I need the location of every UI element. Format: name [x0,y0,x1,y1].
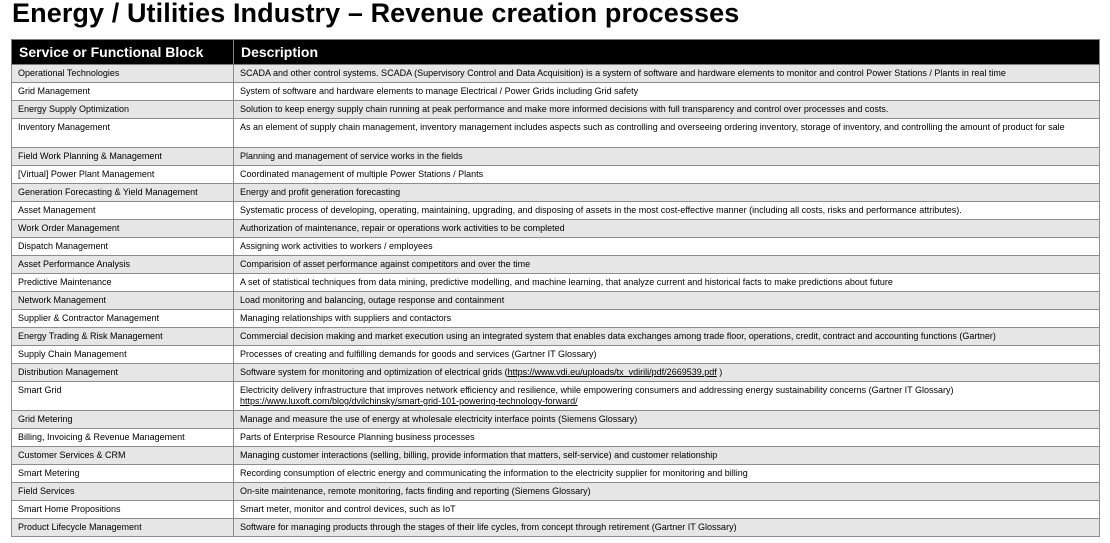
description-cell: Energy and profit generation forecasting [233,183,1100,202]
description-cell: On-site maintenance, remote monitoring, … [233,482,1100,501]
table-row: Field Services On-site maintenance, remo… [11,482,1100,501]
table-row: Billing, Invoicing & Revenue Management … [11,428,1100,447]
table-row: Supplier & Contractor Management Managin… [11,309,1100,328]
description-cell: A set of statistical techniques from dat… [233,273,1100,292]
block-cell: Customer Services & CRM [11,446,234,465]
description-cell: Solution to keep energy supply chain run… [233,100,1100,119]
description-cell: Authorization of maintenance, repair or … [233,219,1100,238]
table-row: Generation Forecasting & Yield Managemen… [11,183,1100,202]
description-cell: Processes of creating and fulfilling dem… [233,345,1100,364]
description-cell: Managing relationships with suppliers an… [233,309,1100,328]
block-cell: Predictive Maintenance [11,273,234,292]
table-row: Operational Technologies SCADA and other… [11,64,1100,83]
block-cell: Supplier & Contractor Management [11,309,234,328]
column-header-description: Description [233,39,1100,65]
description-cell: Comparision of asset performance against… [233,255,1100,274]
table-row: Product Lifecycle Management Software fo… [11,518,1100,537]
description-cell: Assigning work activities to workers / e… [233,237,1100,256]
table-row: Smart Metering Recording consumption of … [11,464,1100,483]
description-suffix: ) [716,367,723,377]
table-row: Asset Performance Analysis Comparision o… [11,255,1100,274]
description-cell: Coordinated management of multiple Power… [233,165,1100,184]
table-row: Work Order Management Authorization of m… [11,219,1100,238]
table-row: Inventory Management As an element of su… [11,118,1100,148]
description-cell: Manage and measure the use of energy at … [233,410,1100,429]
block-cell: Grid Management [11,82,234,101]
description-cell: Electricity delivery infrastructure that… [233,381,1100,411]
block-cell: Product Lifecycle Management [11,518,234,537]
table-row: Customer Services & CRM Managing custome… [11,446,1100,465]
column-header-block: Service or Functional Block [11,39,234,65]
block-cell: [Virtual] Power Plant Management [11,165,234,184]
block-cell: Network Management [11,291,234,310]
processes-table: Service or Functional Block Description … [11,39,1100,537]
description-cell: SCADA and other control systems. SCADA (… [233,64,1100,83]
table-row: Energy Supply Optimization Solution to k… [11,100,1100,119]
block-cell: Dispatch Management [11,237,234,256]
block-cell: Distribution Management [11,363,234,382]
block-cell: Field Work Planning & Management [11,147,234,166]
table-row: Smart Home Propositions Smart meter, mon… [11,500,1100,519]
description-cell: Commercial decision making and market ex… [233,327,1100,346]
block-cell: Billing, Invoicing & Revenue Management [11,428,234,447]
table-row: Supply Chain Management Processes of cre… [11,345,1100,364]
description-text: Software system for monitoring and optim… [240,367,508,377]
page-title: Energy / Utilities Industry – Revenue cr… [12,0,740,28]
table-row: Grid Management System of software and h… [11,82,1100,101]
block-cell: Grid Metering [11,410,234,429]
block-cell: Generation Forecasting & Yield Managemen… [11,183,234,202]
block-cell: Operational Technologies [11,64,234,83]
description-cell: Smart meter, monitor and control devices… [233,500,1100,519]
description-cell: Systematic process of developing, operat… [233,201,1100,220]
block-cell: Asset Performance Analysis [11,255,234,274]
luxoft-blog-link[interactable]: https://www.luxoft.com/blog/dvilchinsky/… [240,396,578,406]
table-row: Energy Trading & Risk Management Commerc… [11,327,1100,346]
description-text: Electricity delivery infrastructure that… [240,385,954,395]
description-cell: Planning and management of service works… [233,147,1100,166]
table-header-row: Service or Functional Block Description [11,39,1100,65]
table-row: Grid Metering Manage and measure the use… [11,410,1100,429]
table-row: Smart Grid Electricity delivery infrastr… [11,381,1100,411]
block-cell: Energy Trading & Risk Management [11,327,234,346]
block-cell: Smart Grid [11,381,234,411]
vdi-pdf-link[interactable]: https://www.vdi.eu/uploads/tx_vdirili/pd… [507,367,717,377]
table-row: [Virtual] Power Plant Management Coordin… [11,165,1100,184]
description-cell: As an element of supply chain management… [233,118,1100,148]
description-cell: Load monitoring and balancing, outage re… [233,291,1100,310]
block-cell: Supply Chain Management [11,345,234,364]
block-cell: Inventory Management [11,118,234,148]
description-cell: Recording consumption of electric energy… [233,464,1100,483]
table-row: Predictive Maintenance A set of statisti… [11,273,1100,292]
block-cell: Smart Home Propositions [11,500,234,519]
block-cell: Energy Supply Optimization [11,100,234,119]
table-row: Field Work Planning & Management Plannin… [11,147,1100,166]
table-row: Dispatch Management Assigning work activ… [11,237,1100,256]
block-cell: Asset Management [11,201,234,220]
block-cell: Field Services [11,482,234,501]
description-cell: Software system for monitoring and optim… [233,363,1100,382]
table-row: Distribution Management Software system … [11,363,1100,382]
description-cell: Software for managing products through t… [233,518,1100,537]
table-row: Network Management Load monitoring and b… [11,291,1100,310]
block-cell: Smart Metering [11,464,234,483]
description-cell: Managing customer interactions (selling,… [233,446,1100,465]
description-cell: System of software and hardware elements… [233,82,1100,101]
table-row: Asset Management Systematic process of d… [11,201,1100,220]
block-cell: Work Order Management [11,219,234,238]
description-cell: Parts of Enterprise Resource Planning bu… [233,428,1100,447]
